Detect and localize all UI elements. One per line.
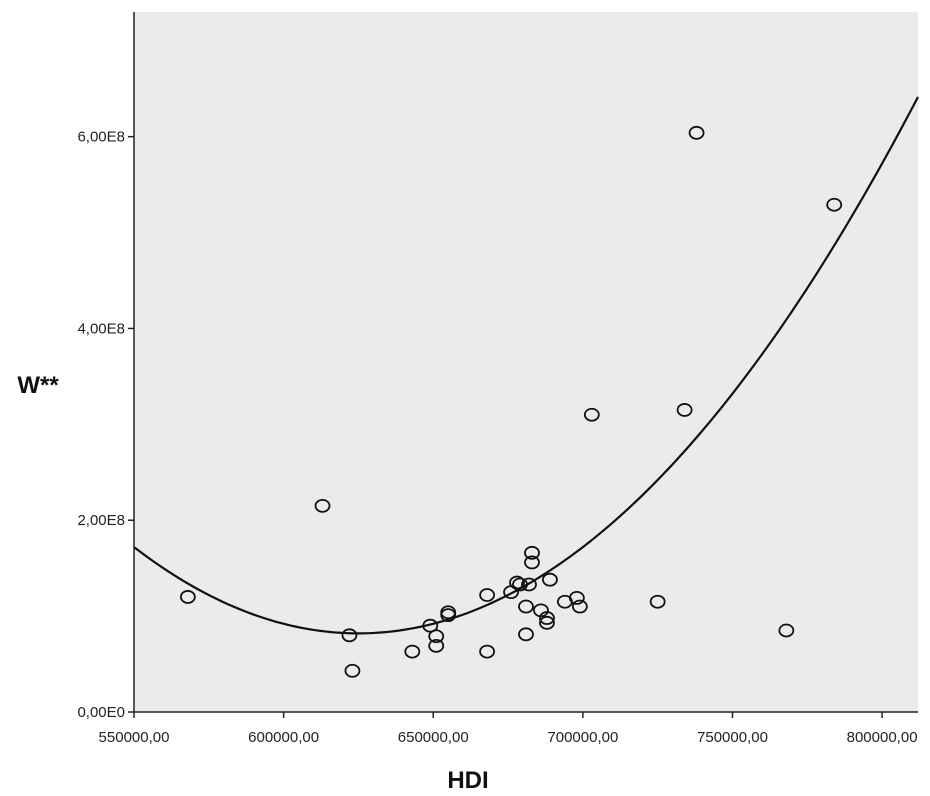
x-tick-label: 800000,00 [847,729,918,746]
data-point [521,577,537,592]
data-point [440,605,457,620]
data-point [518,627,534,642]
fit-curve-layer [133,96,919,635]
data-point [422,618,439,633]
data-point [518,599,534,614]
data-point [571,599,588,614]
data-point [778,623,795,638]
data-point [583,407,600,422]
data-point [524,545,540,560]
data-point [524,555,540,570]
data-point [568,590,585,605]
data-point [826,197,843,212]
y-axis-title: W** [17,372,59,399]
points-layer [179,125,843,678]
data-point [479,588,496,602]
data-point [688,125,705,140]
plot-area [134,12,918,712]
data-point [344,663,361,678]
x-tick-label: 650000,00 [398,729,469,746]
y-tick-label: 6,00E8 [77,129,125,146]
data-point [404,644,421,659]
axes-layer: 550000,00 600000,00 650000,00 700000,00 7500… [77,12,918,746]
data-point [179,590,196,604]
data-point [512,577,528,592]
data-point [539,611,555,625]
fit-curve [133,96,919,635]
y-tick-label: 4,00E8 [77,320,125,337]
data-point [539,615,555,630]
data-point [649,594,666,609]
y-tick-label: 2,00E8 [77,512,125,529]
x-axis-title: HDI [447,767,488,794]
data-point [509,575,525,590]
x-tick-label: 550000,00 [99,729,170,746]
data-point [428,629,445,644]
data-point [676,403,693,417]
data-point [341,628,358,643]
x-tick-label: 600000,00 [248,729,319,746]
data-point [428,638,445,653]
data-point [479,644,496,659]
data-point [314,498,331,513]
data-point [542,572,558,587]
x-tick-label: 700000,00 [547,729,618,746]
y-tick-label: 0,00E0 [77,704,125,721]
x-tick-label: 750000,00 [697,729,768,746]
